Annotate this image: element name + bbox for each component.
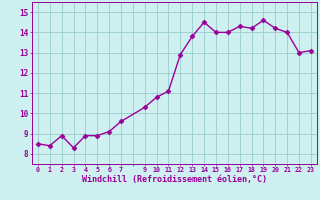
X-axis label: Windchill (Refroidissement éolien,°C): Windchill (Refroidissement éolien,°C) xyxy=(82,175,267,184)
